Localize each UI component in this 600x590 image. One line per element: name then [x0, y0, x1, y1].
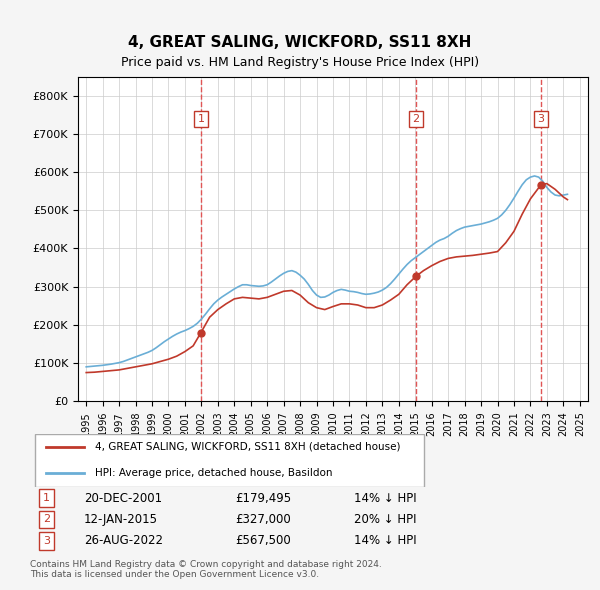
Text: 20-DEC-2001: 20-DEC-2001	[84, 491, 162, 504]
Text: HPI: Average price, detached house, Basildon: HPI: Average price, detached house, Basi…	[95, 468, 332, 478]
Text: 4, GREAT SALING, WICKFORD, SS11 8XH: 4, GREAT SALING, WICKFORD, SS11 8XH	[128, 35, 472, 50]
Text: 3: 3	[43, 536, 50, 546]
Text: £567,500: £567,500	[235, 535, 291, 548]
Text: 4, GREAT SALING, WICKFORD, SS11 8XH (detached house): 4, GREAT SALING, WICKFORD, SS11 8XH (det…	[95, 442, 400, 452]
Text: 2: 2	[43, 514, 50, 525]
Text: 26-AUG-2022: 26-AUG-2022	[84, 535, 163, 548]
Text: 2: 2	[412, 114, 419, 124]
Text: 14% ↓ HPI: 14% ↓ HPI	[354, 491, 416, 504]
Text: 3: 3	[538, 114, 545, 124]
Text: 14% ↓ HPI: 14% ↓ HPI	[354, 535, 416, 548]
Text: 1: 1	[197, 114, 205, 124]
Text: Price paid vs. HM Land Registry's House Price Index (HPI): Price paid vs. HM Land Registry's House …	[121, 56, 479, 69]
Text: 12-JAN-2015: 12-JAN-2015	[84, 513, 158, 526]
Text: Contains HM Land Registry data © Crown copyright and database right 2024.
This d: Contains HM Land Registry data © Crown c…	[30, 560, 382, 579]
Text: 1: 1	[43, 493, 50, 503]
Text: 20% ↓ HPI: 20% ↓ HPI	[354, 513, 416, 526]
Text: £327,000: £327,000	[235, 513, 291, 526]
FancyBboxPatch shape	[35, 434, 424, 487]
Text: £179,495: £179,495	[235, 491, 292, 504]
